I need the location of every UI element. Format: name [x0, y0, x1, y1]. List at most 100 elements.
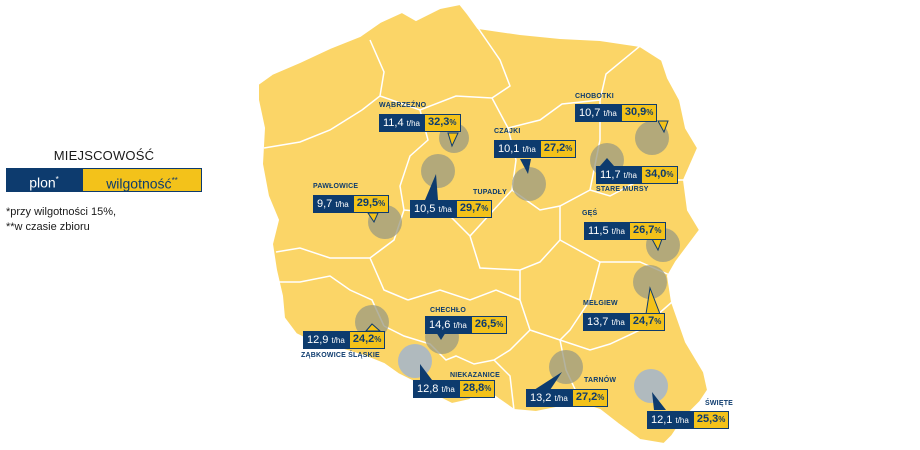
- plon-unit: t/ha: [623, 171, 637, 180]
- footnote-1: *przy wilgotności 15%,: [6, 206, 117, 218]
- wilgotnosc-value: 27,2%: [571, 389, 609, 407]
- wilgotnosc-value: 26,7%: [629, 222, 666, 240]
- pointer-chobotki: [657, 120, 669, 134]
- plon-unit: t/ha: [453, 321, 467, 330]
- plon-number: 14,6: [429, 319, 451, 331]
- plon-value: 11,5 t/ha: [584, 222, 629, 240]
- marker-niekazanice: [398, 344, 432, 378]
- plon-number: 11,5: [588, 225, 609, 237]
- wilgotnosc-value: 30,9%: [620, 104, 658, 122]
- value-label: 14,6 t/ha 26,5%: [425, 316, 508, 334]
- plon-unit: t/ha: [603, 109, 617, 118]
- wilg-number: 27,2: [575, 391, 598, 403]
- wilg-number: 27,2: [543, 142, 566, 154]
- plon-value: 13,7 t/ha: [583, 313, 629, 331]
- wilgotnosc-value: 25,3%: [692, 411, 730, 429]
- plon-number: 13,2: [530, 392, 552, 404]
- value-label: 11,4 t/ha 32,3%: [379, 114, 461, 132]
- place-name: CZAJKI: [494, 128, 521, 135]
- percent-sign: %: [374, 335, 382, 344]
- pointer-niekazanice: [420, 364, 432, 380]
- plon-number: 10,1: [498, 143, 520, 155]
- plon-number: 11,7: [600, 169, 621, 181]
- legend-title: MIEJSCOWOŚĆ: [53, 148, 155, 163]
- wilg-number: 30,9: [624, 106, 647, 118]
- plon-number: 12,9: [307, 334, 329, 346]
- wilgotnosc-value: 29,5%: [352, 195, 390, 213]
- marker-swiete: [634, 369, 668, 403]
- percent-sign: %: [718, 415, 726, 424]
- marker-chobotki: [635, 121, 669, 155]
- plon-unit: t/ha: [675, 416, 689, 425]
- footnotes: *przy wilgotności 15%, **w czasie zbioru: [6, 205, 116, 235]
- wilg-number: 26,5: [474, 318, 497, 330]
- percent-sign: %: [481, 204, 489, 213]
- place-name: GĘŚ: [582, 210, 598, 217]
- plon-value: 10,7 t/ha: [575, 104, 621, 122]
- percent-sign: %: [646, 108, 654, 117]
- plon-number: 10,5: [414, 203, 436, 215]
- plon-value: 11,7 t/ha: [596, 166, 641, 184]
- plon-value: 10,5 t/ha: [410, 200, 456, 218]
- wilg-number: 32,3: [428, 116, 450, 128]
- plon-number: 9,7: [317, 198, 333, 210]
- legend-wilg-label: wilgotność: [106, 175, 172, 192]
- marker-melgiew: [633, 265, 667, 299]
- plon-unit: t/ha: [331, 336, 345, 345]
- value-label: 10,5 t/ha 29,7%: [410, 200, 493, 218]
- wilgotnosc-value: 29,7%: [455, 200, 493, 218]
- wilgotnosc-value: 26,5%: [470, 316, 508, 334]
- plon-number: 12,8: [417, 383, 439, 395]
- place-name: PAWŁOWICE: [313, 183, 359, 190]
- pointer-pawlowice: [367, 212, 379, 224]
- plon-value: 9,7 t/ha: [313, 195, 353, 213]
- place-name: STARE MURSY: [596, 186, 649, 193]
- wilgotnosc-value: 24,7%: [628, 313, 666, 331]
- plon-unit: t/ha: [522, 145, 536, 154]
- percent-sign: %: [654, 226, 662, 235]
- marker-tupadly: [421, 154, 455, 188]
- wilg-number: 25,3: [696, 413, 719, 425]
- footnote-2: **w czasie zbioru: [6, 221, 90, 233]
- value-label: 12,1 t/ha 25,3%: [647, 411, 730, 429]
- plon-value: 12,9 t/ha: [303, 331, 349, 349]
- plon-unit: t/ha: [441, 385, 455, 394]
- pointer-stare-mursy: [600, 158, 614, 166]
- legend-plon-label: plon: [29, 174, 56, 191]
- plon-unit: t/ha: [438, 205, 452, 214]
- wilg-number: 34,0: [645, 168, 667, 180]
- plon-value: 14,6 t/ha: [425, 316, 471, 334]
- place-name: CHECHŁO: [430, 307, 467, 314]
- value-label: 9,7 t/ha 29,5%: [313, 195, 390, 213]
- place-name: WĄBRZEŹNO: [379, 102, 427, 109]
- percent-sign: %: [666, 170, 674, 179]
- value-label: 10,7 t/ha 30,9%: [575, 104, 658, 122]
- plon-number: 10,7: [579, 107, 601, 119]
- percent-sign: %: [654, 317, 662, 326]
- plon-unit: t/ha: [335, 200, 349, 209]
- wilg-number: 28,8: [462, 382, 485, 394]
- place-name: TUPADŁY: [473, 189, 507, 196]
- value-label: 11,5 t/ha 26,7%: [584, 222, 666, 240]
- percent-sign: %: [496, 320, 504, 329]
- value-label: 11,7 t/ha 34,0%: [596, 166, 678, 184]
- wilgotnosc-value: 32,3%: [424, 114, 461, 132]
- pointer-tupadly: [425, 174, 438, 200]
- legend-wilg-mark: **: [171, 176, 178, 185]
- marker-zabkowice: [355, 305, 389, 339]
- pointer-chechlo: [436, 332, 446, 340]
- wilgotnosc-value: 27,2%: [539, 140, 577, 158]
- percent-sign: %: [597, 393, 605, 402]
- wilg-number: 24,2: [352, 333, 375, 345]
- plon-unit: t/ha: [406, 119, 420, 128]
- percent-sign: %: [378, 199, 386, 208]
- plon-number: 12,1: [651, 414, 673, 426]
- wilgotnosc-value: 28,8%: [458, 380, 496, 398]
- percent-sign: %: [449, 118, 457, 127]
- wilgotnosc-value: 24,2%: [348, 331, 386, 349]
- wilg-number: 24,7: [632, 315, 655, 327]
- plon-unit: t/ha: [554, 394, 568, 403]
- callout-pointers: [364, 120, 669, 410]
- pointer-swiete: [652, 392, 666, 410]
- marker-czajki: [512, 167, 546, 201]
